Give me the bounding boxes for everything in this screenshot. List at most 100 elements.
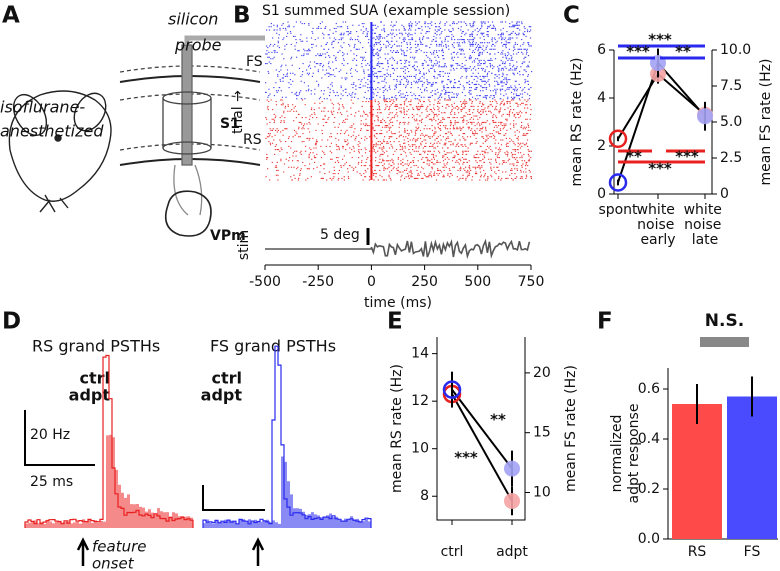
x-tick-label: -500: [249, 274, 281, 290]
significance-label: N.S.: [705, 311, 744, 331]
x-axis-label: time (ms): [364, 295, 432, 311]
significance-label: **: [675, 43, 691, 61]
y2-tick-label: 15: [533, 425, 551, 441]
y2-tick-label: 5.0: [720, 114, 742, 130]
legend-text: adpt: [201, 386, 243, 405]
mouse-drawing: [8, 90, 112, 213]
y-axis-label: adpt response: [626, 404, 642, 504]
y2-tick-label: 10.0: [720, 42, 751, 58]
axes-frame: [436, 337, 526, 521]
y-axis-label: mean RS rate (Hz): [569, 58, 585, 187]
panel-letter: E: [387, 309, 403, 335]
fs-raster: [265, 21, 533, 100]
marker: [504, 492, 520, 509]
x-tick-label: adpt: [496, 544, 528, 560]
series-line: [451, 393, 513, 502]
y-tick-label: 4: [597, 90, 606, 106]
y2-tick-label: 10: [533, 484, 551, 500]
significance-label: **: [490, 411, 506, 429]
rs-label: RS: [243, 132, 262, 148]
legend-text: ctrl: [211, 369, 242, 388]
x-tick-label: 750: [518, 274, 545, 290]
onset-label: onset: [92, 555, 135, 571]
x-tick-label: white noise early: [637, 202, 680, 248]
x-tick-label: white noise late: [684, 202, 727, 248]
x-tick-label: ctrl: [441, 544, 464, 560]
area-label: VPm: [210, 228, 246, 244]
probe-drawing: [119, 35, 265, 237]
y-tick-label: 0: [597, 186, 606, 202]
stim-scale-label: 5 deg: [320, 227, 360, 243]
y-tick-label: 0.0: [638, 531, 660, 547]
panel-letter: B: [233, 3, 251, 29]
subject-label: anesthetized: [0, 122, 104, 141]
scale-label: 25 ms: [30, 474, 73, 490]
panel-letter: D: [2, 309, 21, 335]
series-line: [451, 389, 513, 470]
significance-label: ***: [648, 160, 672, 178]
psth-title: RS grand PSTHs: [32, 337, 160, 356]
rs-scale-bar: [24, 410, 95, 466]
marker: [442, 380, 462, 399]
y-axis-label: mean RS rate (Hz): [389, 364, 405, 493]
bar: [672, 404, 722, 539]
panel-letter: C: [563, 3, 580, 29]
stim-trace: [265, 238, 531, 260]
y-tick-label: 0.4: [638, 431, 660, 447]
marker: [608, 173, 628, 192]
marker: [504, 460, 520, 477]
panel-letter: A: [2, 3, 20, 29]
y-tick-label: 2: [597, 138, 606, 154]
y2-tick-label: 20: [533, 365, 551, 381]
y-tick-label: 0.2: [638, 481, 660, 497]
y2-axis-label: mean FS rate (Hz): [563, 365, 579, 492]
y2-tick-label: 0: [720, 186, 729, 202]
y-tick-label: 8: [420, 488, 429, 504]
raster-title: S1 summed SUA (example session): [262, 3, 510, 19]
onset-arrow: [76, 537, 90, 566]
probe-label: silicon: [168, 10, 218, 29]
y2-axis-label: mean FS rate (Hz): [758, 59, 774, 186]
fs-label: FS: [246, 54, 263, 70]
rs-raster: [265, 99, 532, 181]
y-tick-label: 12: [411, 393, 429, 409]
x-tick-label: -250: [302, 274, 334, 290]
legend-text: adpt: [69, 386, 111, 405]
x-tick-label: 0: [367, 274, 376, 290]
fs-scale-bar: [202, 485, 265, 511]
significance-label: ***: [454, 449, 478, 467]
x-tick-label: 250: [411, 274, 438, 290]
onset-arrow: [251, 537, 265, 566]
onset-label: feature: [92, 538, 147, 556]
marker: [608, 129, 628, 149]
x-tick-label: RS: [688, 544, 707, 560]
y-axis-label: normalized: [609, 415, 625, 493]
series-line: [617, 72, 706, 140]
x-tick-label: spont: [598, 202, 638, 218]
fs-ctrl-psth: [202, 345, 372, 528]
stim-label: stim: [236, 230, 252, 260]
x-tick-label: FS: [744, 544, 761, 560]
significance-label: ***: [648, 31, 672, 49]
fs-adpt-psth: [203, 456, 371, 528]
probe-label: probe: [174, 36, 222, 55]
y2-tick-label: 7.5: [720, 78, 742, 94]
psth-title: FS grand PSTHs: [210, 337, 336, 356]
y-tick-label: 6: [597, 42, 606, 58]
legend-text: ctrl: [79, 369, 110, 388]
bar: [727, 396, 777, 539]
y-tick-label: 10: [411, 441, 429, 457]
subject-label: isoflurane-: [0, 98, 85, 117]
significance-label: ***: [626, 43, 650, 61]
rs-ctrl-psth: [24, 354, 194, 528]
y-tick-label: 14: [411, 346, 429, 362]
panel-letter: F: [597, 309, 613, 335]
scale-label: 20 Hz: [30, 427, 70, 443]
y2-tick-label: 2.5: [720, 150, 742, 166]
trial-label: trial →: [230, 90, 246, 134]
area-label: S1: [220, 116, 240, 132]
marker: [697, 108, 713, 125]
y-tick-label: 0.6: [638, 381, 660, 397]
